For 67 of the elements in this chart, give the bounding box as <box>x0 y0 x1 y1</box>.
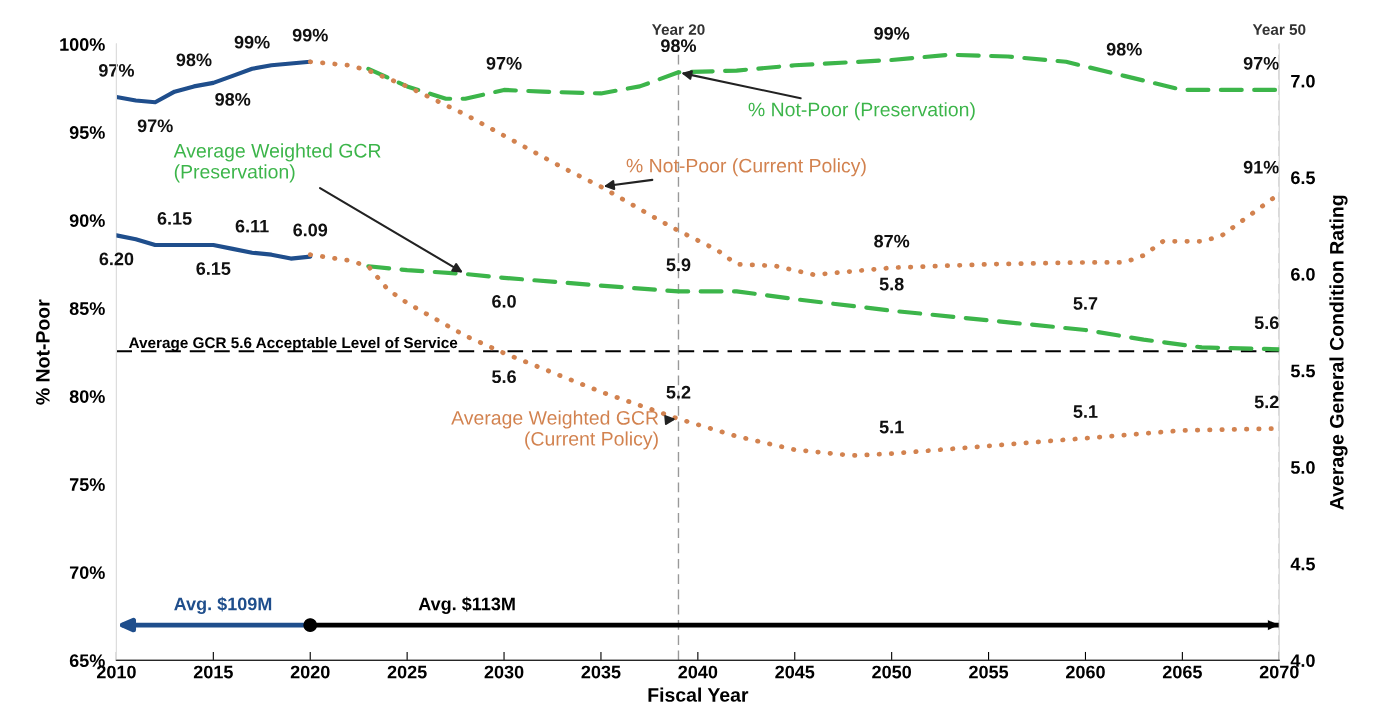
x-tick-label: 2030 <box>484 665 524 679</box>
data-label: 97% <box>137 119 173 133</box>
data-label: 5.6 <box>1254 316 1279 330</box>
data-label: 6.11 <box>235 219 269 233</box>
data-label: 5.2 <box>666 385 691 399</box>
series-label: % Not-Poor (Preservation) <box>748 102 975 121</box>
x-tick-label: 2010 <box>96 665 136 679</box>
y-axis-title: % Not-Poor <box>36 299 50 405</box>
y-tick-label: 70% <box>69 566 105 579</box>
ref-line-label: Average GCR 5.6 Acceptable Level of Service <box>128 336 458 352</box>
data-label: 98% <box>1106 42 1142 56</box>
y2-tick-label: 6.0 <box>1291 267 1315 281</box>
data-label: 5.9 <box>666 258 691 272</box>
x-tick-label: 2035 <box>581 665 621 679</box>
x-tick-label: 2060 <box>1066 665 1105 679</box>
x-tick-label: 2015 <box>193 665 233 679</box>
y-tick-label: 75% <box>69 478 105 491</box>
data-label: 6.0 <box>492 295 516 308</box>
y-tick-label: 90% <box>69 214 105 227</box>
x-axis-title: Fiscal Year <box>648 687 749 702</box>
text: Average Weighted GCR (Preservation) <box>173 143 381 183</box>
y2-tick-label: 5.0 <box>1290 461 1315 474</box>
ref-line-label: Year 50 <box>1252 24 1306 35</box>
x-tick-label: 2050 <box>872 665 912 679</box>
y2-tick-label: 4.5 <box>1290 557 1315 571</box>
data-label: 99% <box>874 26 910 40</box>
y-tick-label: 80% <box>69 390 105 403</box>
y-tick-label: 95% <box>69 126 105 139</box>
y2-tick-label: 5.5 <box>1290 364 1315 378</box>
data-label: 97% <box>486 56 522 70</box>
data-label: 97% <box>98 63 135 77</box>
data-label: 5.8 <box>879 277 904 291</box>
data-label: 97% <box>1243 56 1279 70</box>
data-label: 5.1 <box>1073 405 1098 418</box>
data-label: 6.20 <box>99 252 134 266</box>
ref-line-label: Year 20 <box>651 24 705 35</box>
series-label: Avg. $113M <box>418 596 515 614</box>
y-tick-label: 100% <box>60 38 105 51</box>
x-tick-label: 2065 <box>1162 665 1202 679</box>
data-label: 5.1 <box>879 420 904 434</box>
data-label: 98% <box>215 92 251 106</box>
data-label: 99% <box>292 28 328 42</box>
data-label: 98% <box>661 39 697 53</box>
x-tick-label: 2045 <box>775 665 815 679</box>
y2-axis-title: Average General Condition Rating <box>1329 195 1348 510</box>
x-tick-label: 2040 <box>678 665 718 679</box>
series-label: Average Weighted GCR (Current Policy) <box>451 410 659 450</box>
data-label: 5.7 <box>1073 297 1098 310</box>
data-label: 6.09 <box>293 223 328 237</box>
y-tick-label: 65% <box>69 654 105 668</box>
x-tick-label: 2055 <box>969 665 1009 679</box>
data-label: 91% <box>1243 160 1279 174</box>
x-tick-label: 2025 <box>387 665 427 679</box>
data-label: 6.15 <box>157 212 192 225</box>
y-tick-label: 85% <box>69 302 105 315</box>
data-label: 98% <box>176 53 212 67</box>
y2-tick-label: 4.0 <box>1290 654 1315 668</box>
y2-tick-label: 7.0 <box>1291 74 1315 88</box>
data-label: 5.2 <box>1254 395 1279 409</box>
x-tick-label: 2020 <box>290 665 330 679</box>
y2-tick-label: 6.5 <box>1291 171 1315 185</box>
data-label: 99% <box>234 35 270 49</box>
data-label: 5.6 <box>492 370 516 384</box>
data-label: 87% <box>874 234 910 248</box>
annotation: Avg. $109M <box>174 596 272 614</box>
x-tick-label: 2070 <box>1259 665 1299 679</box>
data-label: 6.15 <box>196 262 231 275</box>
